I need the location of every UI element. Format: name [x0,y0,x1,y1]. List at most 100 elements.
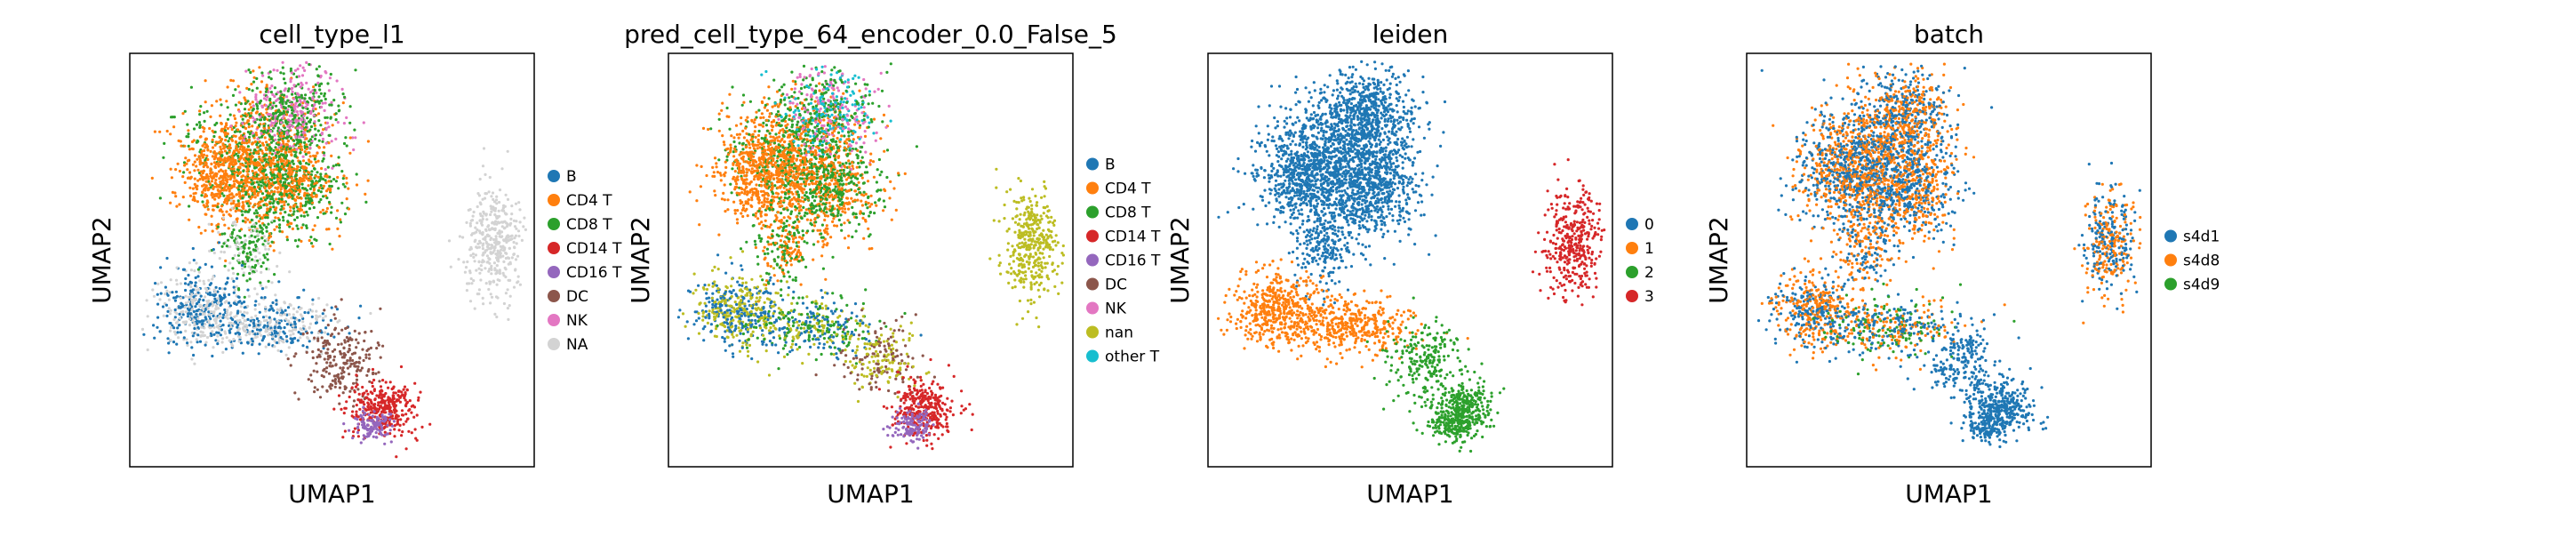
umap-point [268,232,271,236]
umap-point [279,71,283,75]
umap-point [244,101,247,106]
umap-point [324,97,327,101]
umap-point [273,273,276,277]
umap-point [170,176,173,180]
umap-point [316,151,319,155]
umap-point [303,187,308,190]
umap-point [146,348,149,352]
umap-point [287,346,291,349]
umap-point [188,280,192,284]
umap-point [380,406,384,410]
umap-point [191,246,195,251]
umap-point [247,256,251,260]
umap-point [472,279,476,283]
umap-point [228,339,231,342]
umap-point [319,124,323,127]
umap-point [265,140,268,144]
umap-point [204,180,208,183]
umap-point [369,346,372,349]
umap-point [763,96,766,100]
umap-point [260,229,263,233]
umap-point [229,176,233,180]
umap-point [390,387,394,391]
umap-point [420,425,424,429]
umap-point [178,169,181,173]
umap-point [246,288,250,292]
umap-point [369,411,372,414]
umap-point [151,288,155,292]
umap-point [415,413,419,417]
umap-point [771,105,774,108]
umap-point [492,261,497,265]
umap-point [320,105,324,109]
umap-point [250,218,253,222]
umap-point [258,342,261,346]
umap-point [295,224,299,228]
umap-point [196,325,200,329]
umap-point [332,313,336,317]
umap-point [508,262,512,266]
umap-point [490,272,493,276]
umap-point [388,429,392,432]
umap-point [491,220,494,224]
umap-point [257,237,260,241]
umap-point [384,381,388,384]
umap-point [367,353,371,357]
umap-point [358,400,362,404]
umap-point [156,293,159,296]
umap-point [305,60,308,64]
umap-point [292,212,295,216]
umap-point [298,125,301,129]
umap-point [348,136,352,140]
umap-point [462,260,466,264]
umap-point [172,341,176,344]
umap-point [259,144,262,148]
umap-point [150,176,154,180]
umap-point [295,110,299,114]
umap-point [265,148,268,152]
umap-point [355,172,358,176]
umap-point [228,293,231,296]
umap-point [206,207,210,212]
umap-point [282,330,285,333]
umap-point [764,103,768,107]
umap-point [233,288,236,292]
umap-point [340,342,343,346]
umap-point [294,95,298,99]
umap-point [216,342,220,346]
umap-point [300,96,304,100]
umap-point [344,136,348,140]
umap-point [153,336,156,340]
umap-point [513,246,516,250]
umap-point [503,212,508,215]
umap-point [265,189,268,193]
umap-point [301,106,305,109]
umap-point [318,186,322,189]
umap-point [154,282,157,285]
umap-point [292,325,295,328]
umap-point [306,111,309,115]
umap-point [801,196,804,199]
umap-point [261,180,265,184]
umap-point [212,346,215,349]
umap-point [249,319,252,323]
umap-point [342,422,346,426]
umap-point [498,232,501,236]
umap-point [245,86,249,90]
umap-point [250,182,253,186]
umap-point [256,151,260,155]
umap-point [193,160,196,164]
umap-point [236,128,240,132]
umap-point [294,135,298,140]
umap-point [288,302,292,306]
umap-point [343,95,347,99]
umap-point [158,298,162,301]
umap-point [289,205,292,209]
umap-point [325,351,329,355]
umap-point [213,197,217,201]
umap-point [203,183,206,187]
umap-point [255,317,259,321]
umap-point [172,116,176,119]
umap-point [333,317,337,320]
umap-point [300,133,303,137]
